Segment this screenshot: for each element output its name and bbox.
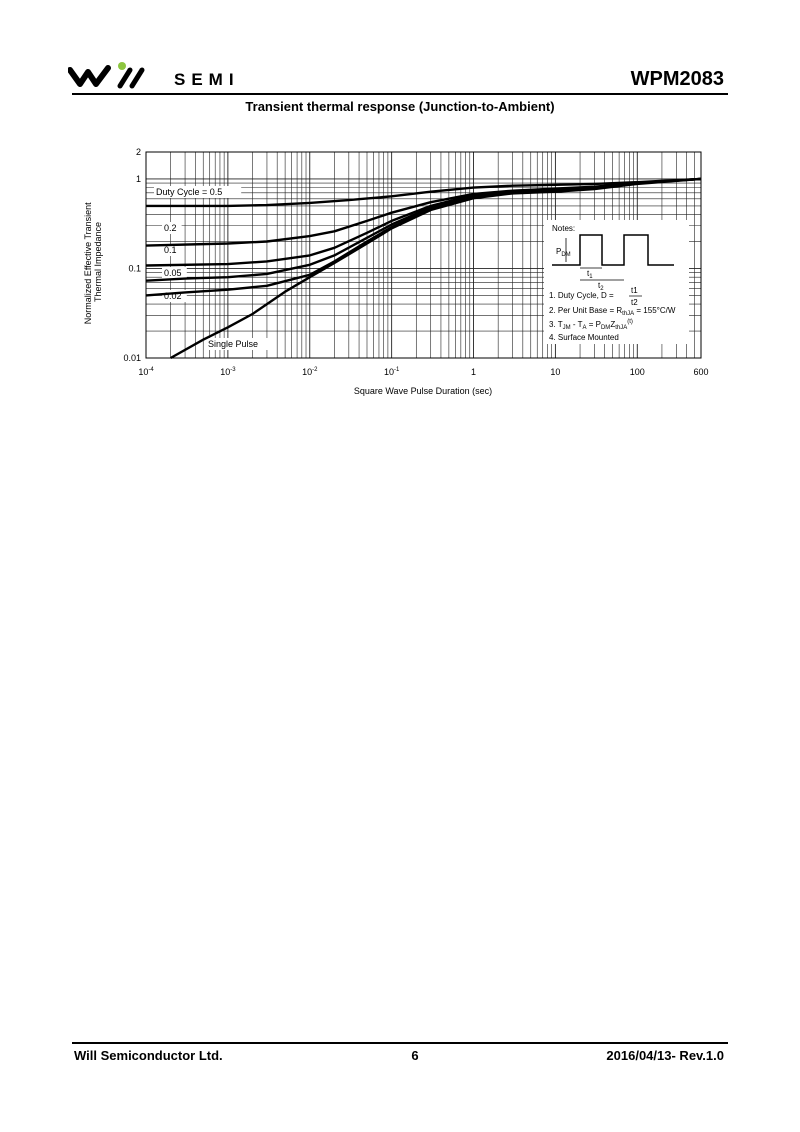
chart-title: Transient thermal response (Junction-to-… — [245, 99, 555, 114]
y-tick-label: 0.01 — [123, 353, 141, 363]
curve-label: 0.2 — [164, 223, 177, 233]
pdm-label: PDM — [556, 247, 571, 258]
note-1: 1. Duty Cycle, D = — [549, 291, 614, 300]
header-rule — [72, 93, 728, 95]
x-tick-label: 10 — [550, 367, 560, 377]
logo-brand-text: SEMI — [174, 70, 240, 89]
y-tick-label: 0.1 — [128, 263, 141, 273]
t1-label: t1 — [587, 269, 593, 280]
footer-rule — [72, 1042, 728, 1044]
x-tick-label: 1 — [471, 367, 476, 377]
note-1-denominator: t2 — [631, 298, 638, 307]
logo-dot — [118, 62, 126, 70]
curve-label-bg — [162, 222, 182, 234]
curve-label-bg — [162, 244, 182, 256]
curve-label-bg — [162, 267, 187, 279]
pulse-waveform — [552, 234, 674, 266]
footer-page-number: 6 — [411, 1048, 419, 1063]
curve-label-backgrounds — [154, 186, 273, 350]
curve-label: Duty Cycle = 0.5 — [156, 187, 222, 197]
company-logo: SEMI — [68, 62, 240, 89]
note-2: 2. Per Unit Base = RthJA = 155°C/W — [549, 306, 676, 317]
x-tick-label: 10-3 — [220, 367, 236, 377]
curve-label-bg — [154, 186, 242, 198]
t2-label: t2 — [598, 281, 604, 292]
footer-company: Will Semiconductor Ltd. — [74, 1048, 223, 1063]
plot-frame — [145, 151, 702, 359]
x-tick-label: 10-2 — [302, 367, 318, 377]
x-tick-label: 10-4 — [138, 367, 154, 377]
y-tick-label: 2 — [136, 147, 141, 157]
x-tick-label: 10-1 — [384, 367, 400, 377]
curve-labels: Duty Cycle = 0.5 0.2 0.1 0.05 0.02 Single Pul… — [156, 187, 258, 349]
x-tick-label: 600 — [693, 367, 708, 377]
curve-label: Single Pulse — [208, 339, 258, 349]
logo-slash-1 — [117, 67, 133, 89]
curves — [145, 177, 702, 360]
note-4: 4. Surface Mounted — [549, 333, 619, 342]
thermal-response-chart: 0.01 0.1 1 2 10-4 10-3 10-2 10-1 1 10 100 600 Norm… — [83, 147, 709, 396]
part-number: WPM2083 — [630, 68, 724, 90]
y-axis-label-line2: Thermal Impedance — [93, 222, 103, 302]
x-axis-label: Square Wave Pulse Duration (sec) — [354, 386, 492, 396]
curve-label: 0.05 — [164, 268, 182, 278]
curve-label: 0.02 — [164, 291, 182, 301]
curve-label: 0.1 — [164, 245, 177, 255]
curve-label-bg — [206, 338, 273, 350]
y-axis-label-line1: Normalized Effective Transient — [83, 202, 93, 324]
note-1-numerator: t1 — [631, 286, 638, 295]
notes-box: Notes: PDM t1 t2 1. Duty Cycle, D = t1 t… — [544, 220, 689, 344]
logo-slash-2 — [129, 67, 145, 89]
y-tick-label: 1 — [136, 174, 141, 184]
curve-single-pulse — [170, 177, 702, 360]
logo-w-mark — [68, 65, 111, 87]
notes-heading: Notes: — [552, 224, 575, 233]
footer-revision: 2016/04/13- Rev.1.0 — [606, 1048, 724, 1063]
y-axis-label: Normalized Effective Transient Thermal I… — [83, 200, 103, 324]
notes-background — [544, 220, 689, 344]
y-tick-labels: 0.01 0.1 1 2 — [123, 147, 141, 363]
x-tick-label: 100 — [630, 367, 645, 377]
note-3: 3. TJM - TA = PDMZthJA(t) — [549, 319, 633, 331]
x-tick-labels: 10-4 10-3 10-2 10-1 1 10 100 600 — [138, 367, 708, 377]
